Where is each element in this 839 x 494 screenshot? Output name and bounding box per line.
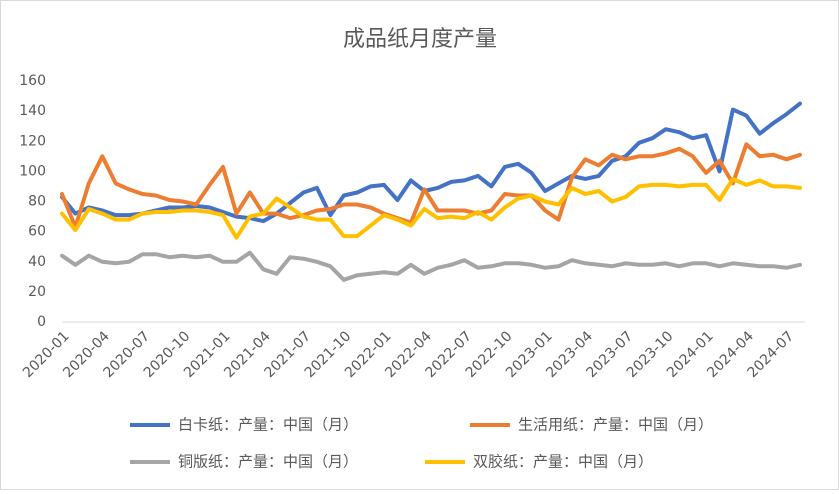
y-tick-label: 140 (19, 103, 46, 119)
legend-label: 双胶纸：产量：中国（月） (473, 453, 653, 471)
y-tick-label: 20 (28, 284, 46, 300)
series-line (60, 250, 802, 282)
y-tick-label: 0 (37, 314, 46, 330)
y-tick-label: 80 (28, 194, 46, 210)
legend-label: 白卡纸：产量：中国（月） (178, 416, 358, 434)
y-tick-label: 40 (28, 254, 46, 270)
legend-label: 铜版纸：产量：中国（月） (178, 453, 358, 471)
series-line (60, 176, 802, 240)
y-tick-label: 60 (28, 224, 46, 240)
chart-title: 成品纸月度产量 (343, 27, 497, 52)
legend-label: 生活用纸：产量：中国（月） (518, 416, 713, 434)
series-line (60, 142, 802, 230)
y-tick-label: 100 (19, 163, 46, 179)
y-tick-label: 120 (19, 133, 46, 149)
y-tick-label: 160 (19, 73, 46, 89)
series-line (60, 101, 802, 224)
